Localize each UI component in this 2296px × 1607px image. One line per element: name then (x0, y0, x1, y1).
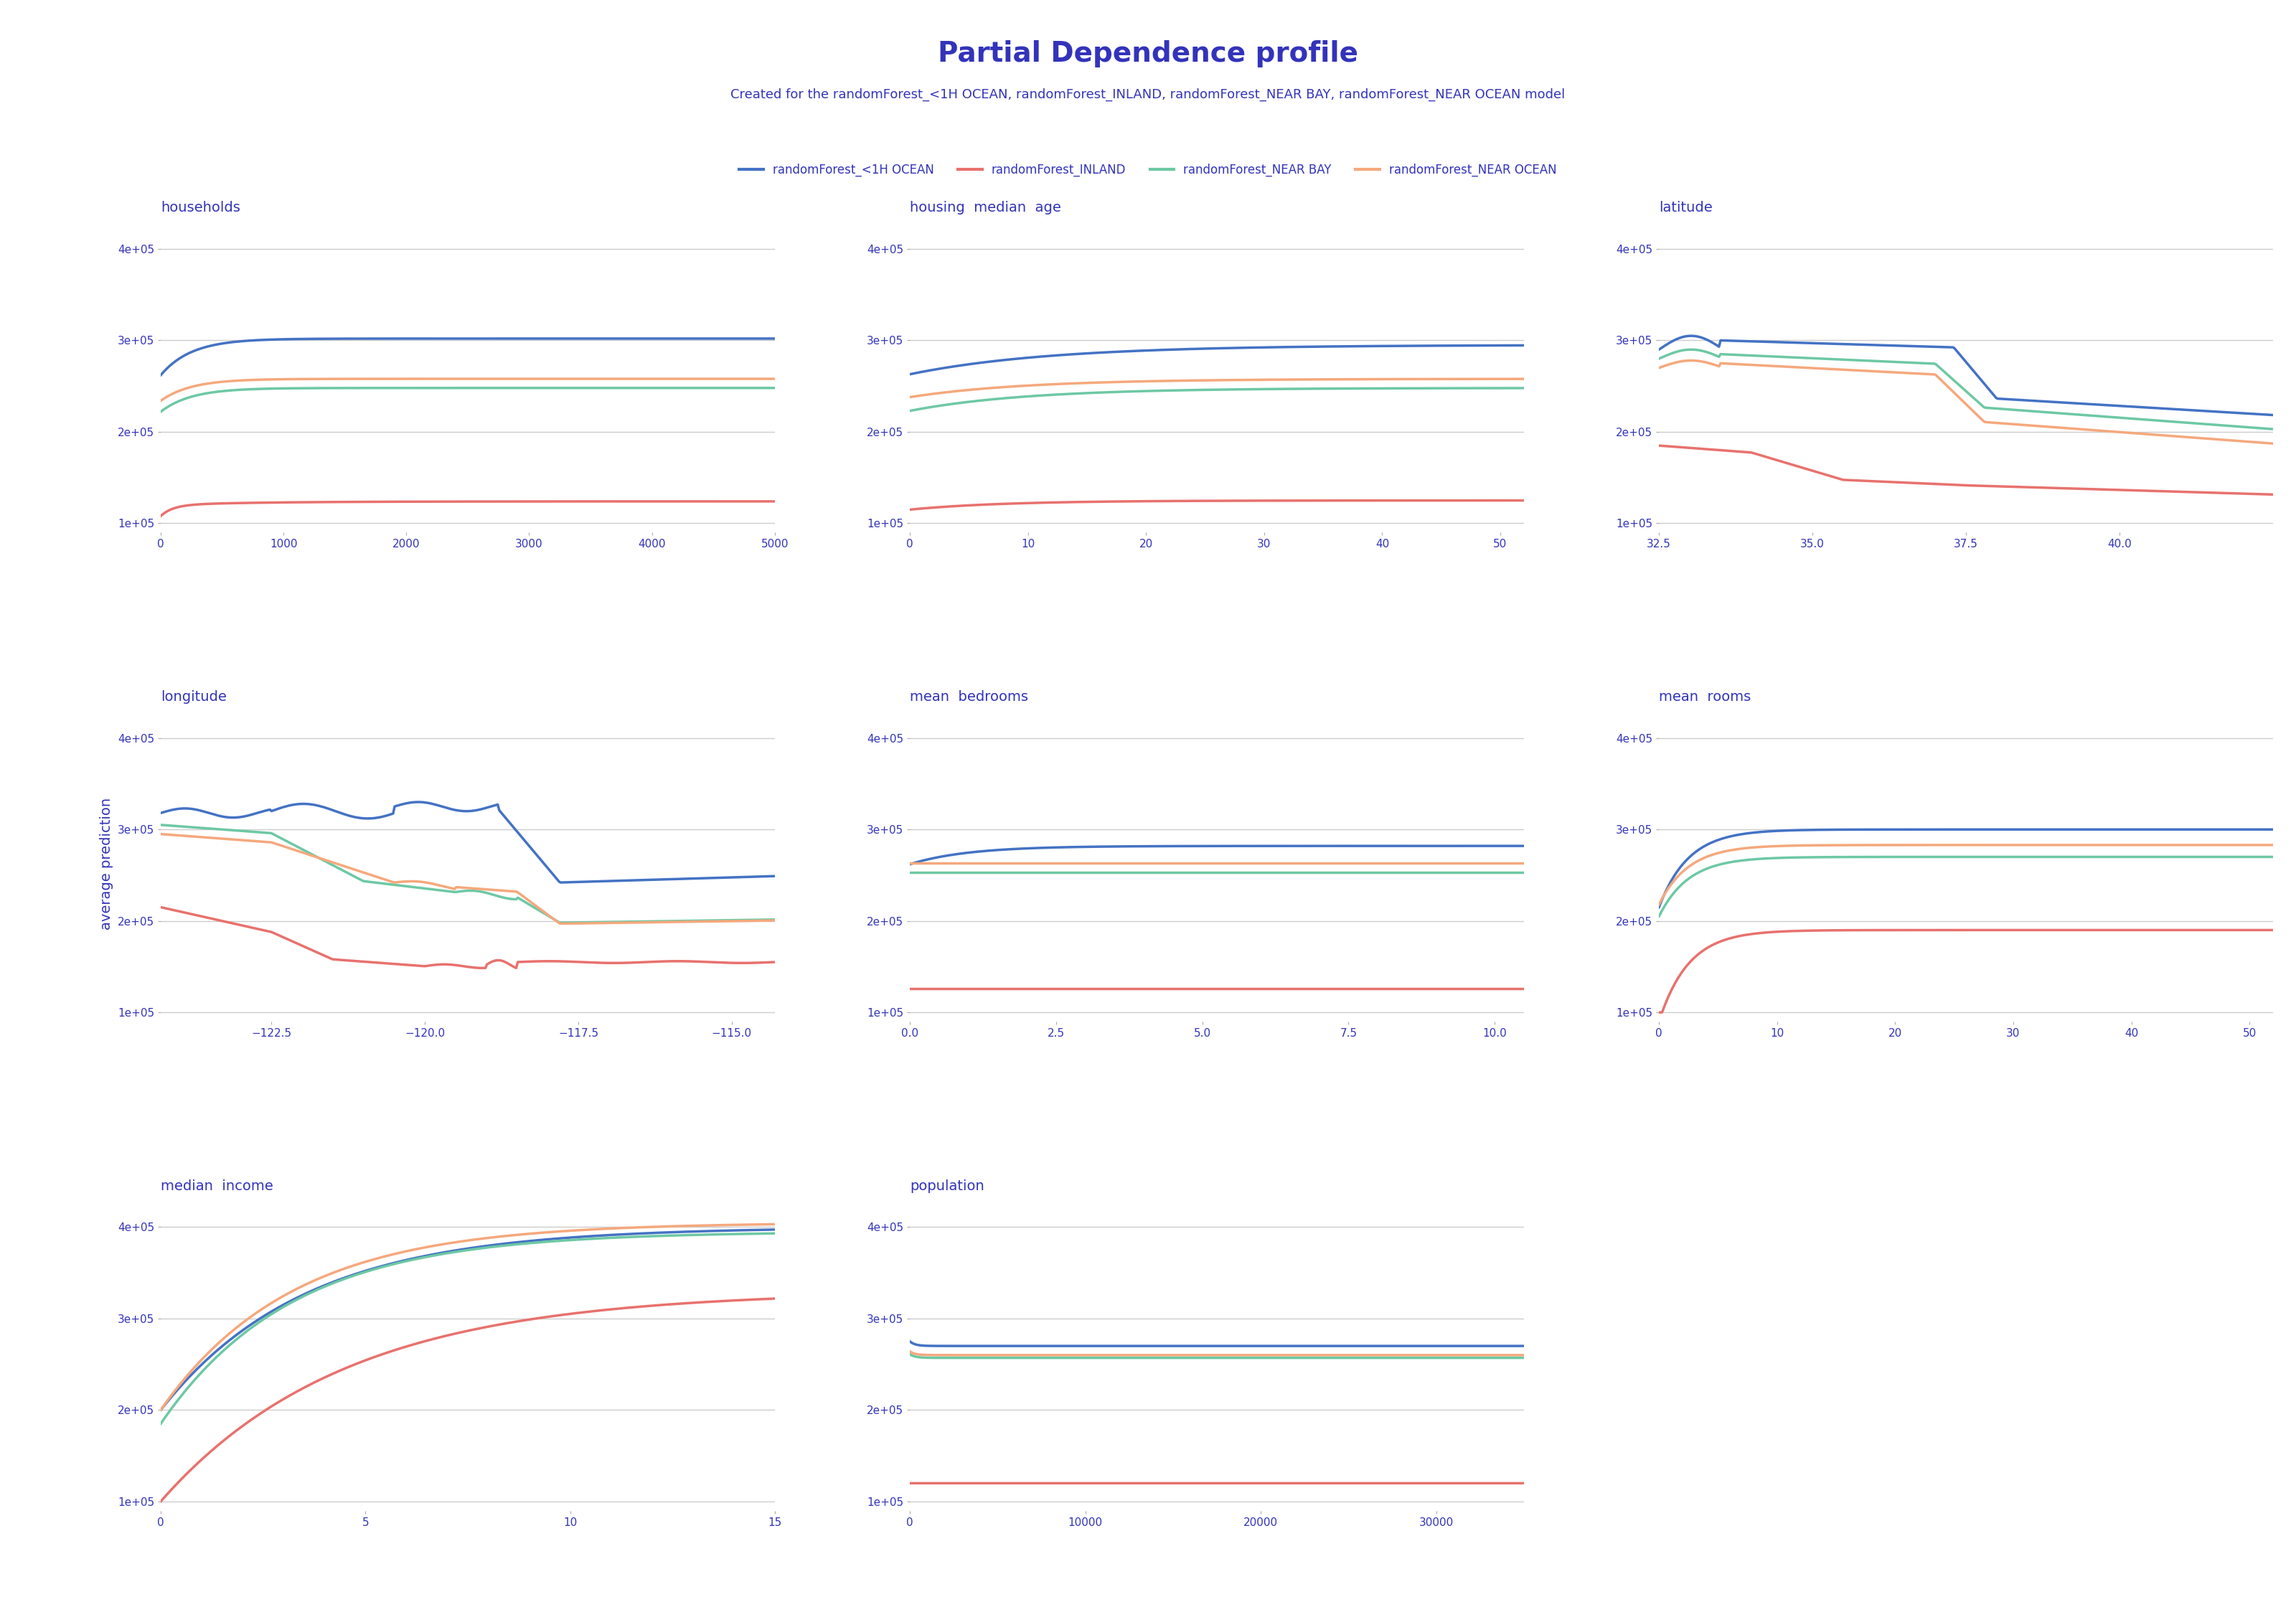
Legend: randomForest_<1H OCEAN, randomForest_INLAND, randomForest_NEAR BAY, randomForest: randomForest_<1H OCEAN, randomForest_INL… (735, 159, 1561, 182)
Text: longitude: longitude (161, 691, 227, 704)
Text: mean  bedrooms: mean bedrooms (909, 691, 1029, 704)
Text: mean  rooms: mean rooms (1660, 691, 1752, 704)
Y-axis label: average prediction: average prediction (99, 797, 113, 930)
Text: Partial Dependence profile: Partial Dependence profile (937, 40, 1359, 67)
Text: households: households (161, 201, 241, 215)
Text: housing  median  age: housing median age (909, 201, 1061, 215)
Text: latitude: latitude (1660, 201, 1713, 215)
Text: median  income: median income (161, 1180, 273, 1192)
Text: Created for the randomForest_<1H OCEAN, randomForest_INLAND, randomForest_NEAR B: Created for the randomForest_<1H OCEAN, … (730, 88, 1566, 101)
Text: population: population (909, 1180, 985, 1192)
